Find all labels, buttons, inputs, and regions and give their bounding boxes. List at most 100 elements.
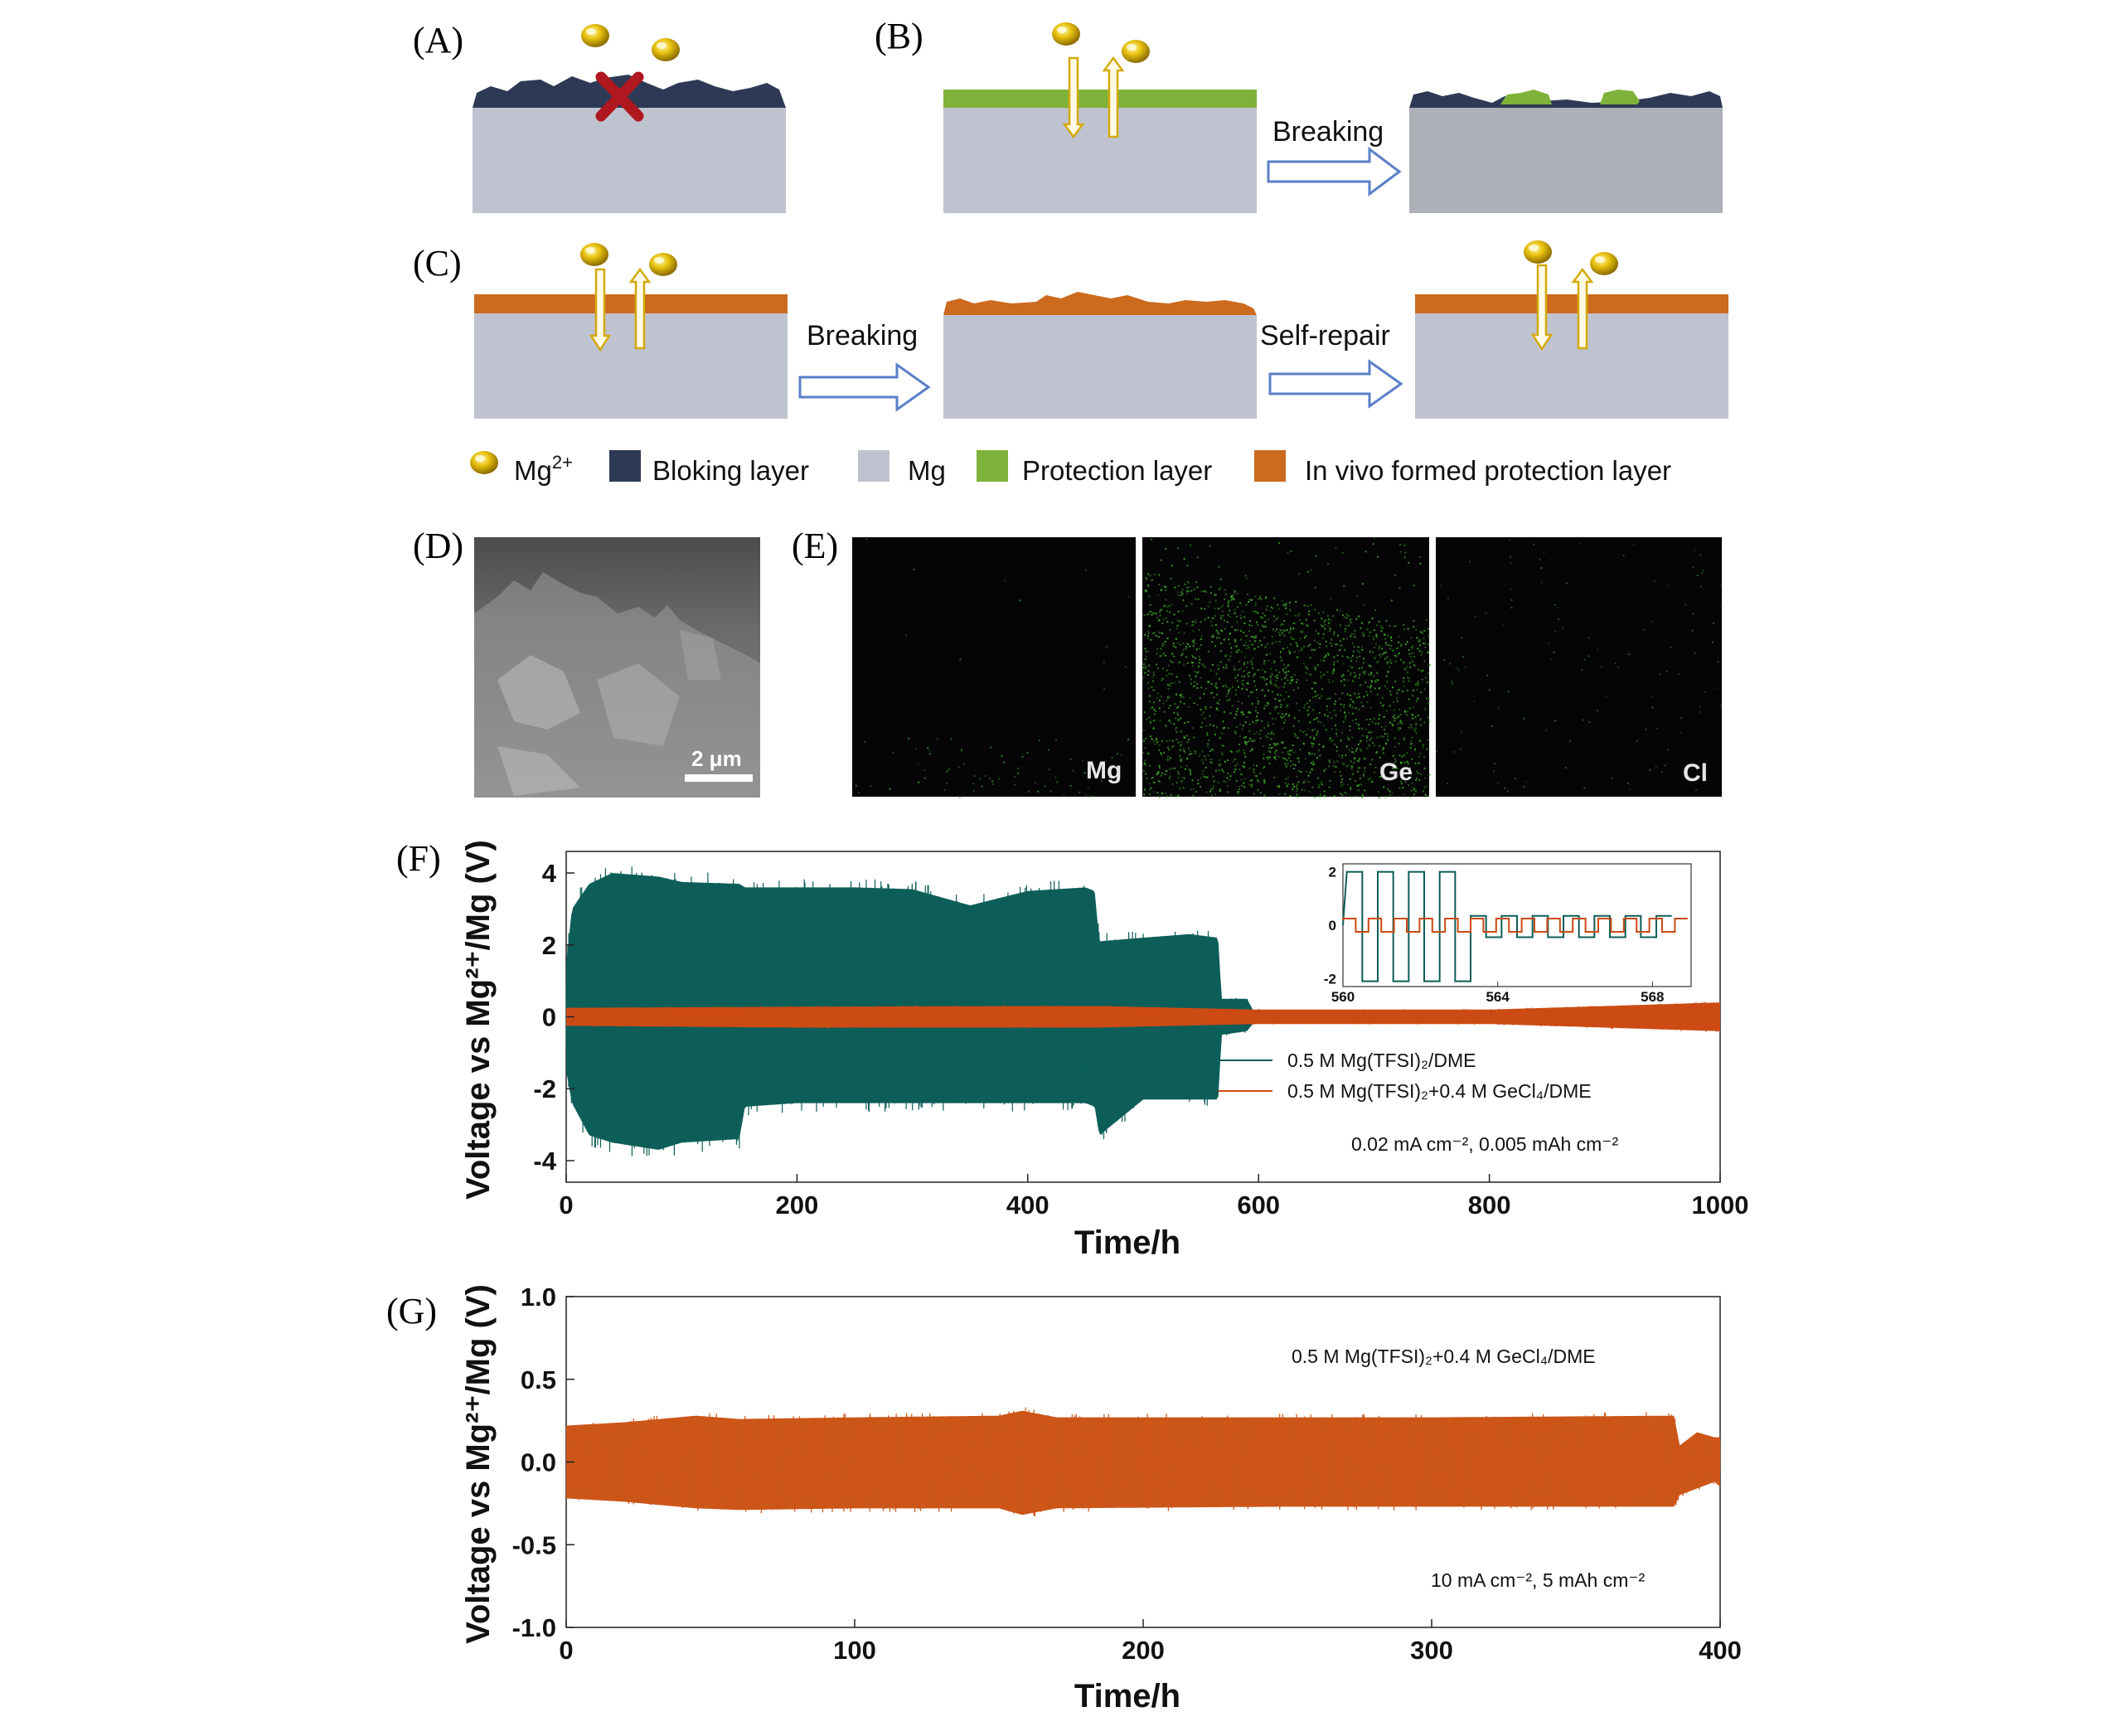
mg-ion-icon xyxy=(649,253,677,276)
legend-swatch-in-vivo xyxy=(1254,450,1286,482)
inset-series-0 xyxy=(1342,870,1672,982)
schematic-c: Breaking Self-repair xyxy=(474,240,1728,419)
panel-label-c: (C) xyxy=(413,243,462,284)
scale-bar xyxy=(685,774,753,782)
mg-ion-icon xyxy=(1122,40,1150,63)
mg-ion-icon xyxy=(1590,252,1618,275)
blocking-layer xyxy=(1409,91,1723,108)
mg-ion-icon xyxy=(580,243,608,266)
mg-ion-icon xyxy=(470,451,498,474)
y-tick-label-f-0: 4 xyxy=(542,859,557,888)
mg-substrate xyxy=(473,108,786,213)
x-tick-label-f-3: 600 xyxy=(1237,1190,1280,1220)
y-axis-title-g: Voltage vs Mg²⁺/Mg (V) xyxy=(460,1284,497,1644)
series-g-0-spikes xyxy=(566,1407,1721,1517)
schematic-a xyxy=(473,24,786,213)
eds-map-cl xyxy=(1436,537,1722,797)
chart-g: 0 100 200 300 400 1.0 0.5 0.0 -0.5 -1.0 0.5 M Mg(… xyxy=(460,1283,1742,1714)
ion-transport-arrows xyxy=(1530,264,1594,352)
y-tick-label-f-1: 2 xyxy=(542,931,556,960)
mg-substrate-broken xyxy=(1409,108,1723,213)
x-tick-label-g-2: 200 xyxy=(1122,1636,1165,1665)
inset-y-tick-label-0: 2 xyxy=(1329,865,1336,880)
x-tick-label-g-1: 100 xyxy=(833,1636,876,1665)
x-axis-title-f: Time/h xyxy=(1074,1224,1180,1261)
y-tick-label-g-1: 0.5 xyxy=(521,1365,556,1394)
legend-blocking-label: Bloking layer xyxy=(652,455,809,486)
panel-label-f: (F) xyxy=(396,838,441,879)
ge-signal-dots xyxy=(1142,537,1431,798)
protection-layer-fragment xyxy=(1600,90,1640,104)
eds-map-mg xyxy=(852,537,1136,797)
breaking-arrow-icon xyxy=(1267,147,1402,196)
legend-mg-label: Mg xyxy=(908,455,946,486)
x-tick-label-f-4: 800 xyxy=(1468,1190,1511,1220)
panel-label-e: (E) xyxy=(792,526,838,566)
breaking-label-b: Breaking xyxy=(1272,116,1384,148)
inset-y-tick-label-2: -2 xyxy=(1324,971,1336,987)
legend-label-f-1: 0.5 M Mg(TFSI)₂+0.4 M GeCl₄/DME xyxy=(1287,1080,1592,1102)
mg-substrate xyxy=(474,313,788,419)
mg-substrate xyxy=(943,108,1257,213)
legend-swatch-blocking xyxy=(609,450,641,482)
self-repair-label: Self-repair xyxy=(1260,320,1390,352)
x-tick-label-g-3: 300 xyxy=(1410,1636,1453,1665)
x-tick-label-f-1: 200 xyxy=(776,1190,819,1220)
inset-x-tick-label-2: 568 xyxy=(1641,989,1664,1005)
legend-mg-ion: Mg2+ xyxy=(514,452,573,486)
legend-swatch-protection xyxy=(977,450,1008,482)
legend-label-f-0: 0.5 M Mg(TFSI)₂/DME xyxy=(1287,1050,1476,1071)
annotation-f: 0.02 mA cm⁻², 0.005 mAh cm⁻² xyxy=(1351,1133,1618,1155)
x-tick-label-f-2: 400 xyxy=(1006,1190,1049,1220)
eds-label-ge: Ge xyxy=(1379,759,1413,786)
panel-label-d: (D) xyxy=(413,526,463,566)
legend-protection-label: Protection layer xyxy=(1022,455,1212,486)
breaking-arrow-icon xyxy=(798,362,931,412)
mg-substrate xyxy=(1415,313,1728,419)
x-tick-label-f-0: 0 xyxy=(559,1190,573,1220)
inset-x-tick-label-0: 560 xyxy=(1331,989,1355,1005)
y-tick-label-g-4: -1.0 xyxy=(512,1613,556,1642)
x-tick-label-f-5: 1000 xyxy=(1692,1190,1749,1220)
mg-ion-icon xyxy=(581,24,609,47)
in-vivo-protection-layer xyxy=(474,294,788,313)
mg-ion-icon xyxy=(1052,22,1080,46)
chart-f: 0 200 400 600 800 1000 4 2 0 -2 -4 0.5 M Mg(TFSI)₂… xyxy=(460,840,1748,1261)
scale-bar-label: 2 μm xyxy=(691,746,742,771)
x-tick-label-g-0: 0 xyxy=(559,1636,573,1665)
legend-swatch-mg xyxy=(858,450,889,482)
annotation-g: 10 mA cm⁻², 5 mAh cm⁻² xyxy=(1431,1569,1645,1591)
mg-ion-icon xyxy=(652,38,680,61)
ion-transport-arrows xyxy=(589,267,652,352)
legend-label-g-0: 0.5 M Mg(TFSI)₂+0.4 M GeCl₄/DME xyxy=(1292,1346,1596,1367)
x-axis-title-g: Time/h xyxy=(1074,1678,1180,1714)
panel-label-a: (A) xyxy=(413,20,463,61)
y-tick-label-g-2: 0.0 xyxy=(521,1448,556,1477)
mg-signal-dots xyxy=(855,538,1130,798)
eds-label-mg: Mg xyxy=(1086,757,1122,784)
schematic-b: Breaking xyxy=(943,22,1723,213)
sem-image: 2 μm xyxy=(474,537,760,798)
eds-label-cl: Cl xyxy=(1683,759,1708,787)
in-vivo-protection-layer xyxy=(1415,294,1728,313)
eds-maps: Mg Ge Cl xyxy=(852,537,1723,798)
legend-in-vivo-label: In vivo formed protection layer xyxy=(1305,455,1671,486)
y-tick-label-f-3: -2 xyxy=(533,1074,556,1103)
cross-icon xyxy=(595,71,644,122)
schematic-legend: Mg2+ Bloking layer Mg Protection layer I… xyxy=(470,450,1671,486)
mg-substrate xyxy=(943,315,1257,419)
protection-layer xyxy=(943,90,1257,108)
series-f-1-spikes xyxy=(566,1001,1719,1032)
protection-layer-fragment xyxy=(1500,90,1552,104)
breaking-label-c: Breaking xyxy=(807,320,918,352)
inset-x-tick-label-1: 564 xyxy=(1486,989,1510,1005)
y-tick-label-f-2: 0 xyxy=(542,1003,556,1032)
panel-label-g: (G) xyxy=(386,1291,437,1331)
in-vivo-protection-layer-broken xyxy=(943,292,1257,315)
panel-label-b: (B) xyxy=(875,16,923,56)
ion-transport-arrows xyxy=(1062,56,1125,139)
legend-f: 0.5 M Mg(TFSI)₂/DME 0.5 M Mg(TFSI)₂+0.4 … xyxy=(1219,1050,1592,1102)
x-tick-label-g-4: 400 xyxy=(1699,1636,1742,1665)
inset-series-1 xyxy=(1342,917,1688,933)
